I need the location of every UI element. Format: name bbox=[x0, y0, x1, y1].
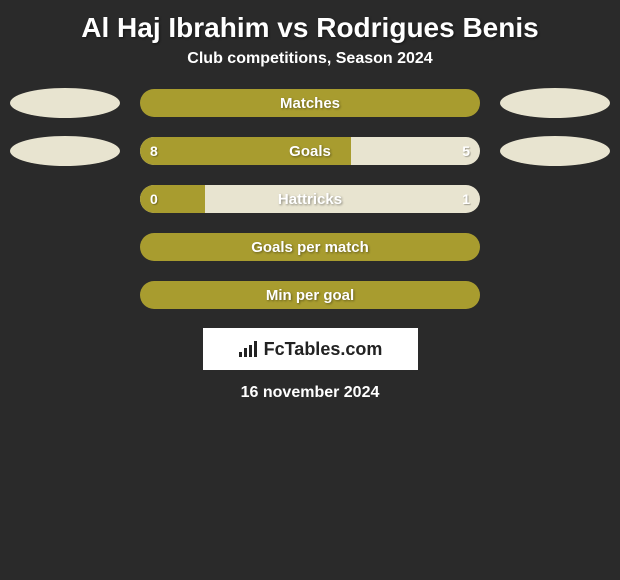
bar-label: Hattricks bbox=[140, 191, 480, 208]
comparison-row: Goals per match bbox=[0, 232, 620, 262]
bar-label: Matches bbox=[140, 95, 480, 112]
stat-bar: 01Hattricks bbox=[140, 185, 480, 213]
logo-label: FcTables.com bbox=[264, 339, 383, 360]
right-stat-ellipse bbox=[500, 136, 610, 166]
stat-bar: Min per goal bbox=[140, 281, 480, 309]
date-label: 16 november 2024 bbox=[0, 384, 620, 402]
stat-bar: 85Goals bbox=[140, 137, 480, 165]
logo-text: FcTables.com bbox=[238, 339, 383, 360]
page-subtitle: Club competitions, Season 2024 bbox=[0, 50, 620, 88]
bar-label: Goals per match bbox=[140, 239, 480, 256]
right-stat-ellipse bbox=[500, 88, 610, 118]
bar-label: Goals bbox=[140, 143, 480, 160]
left-stat-ellipse bbox=[10, 88, 120, 118]
stat-bar: Matches bbox=[140, 89, 480, 117]
comparison-bars: Matches 85Goals 01Hattricks Goals per match… bbox=[0, 88, 620, 310]
comparison-row: Matches bbox=[0, 88, 620, 118]
comparison-row: Min per goal bbox=[0, 280, 620, 310]
logo-box[interactable]: FcTables.com bbox=[203, 328, 418, 370]
bar-label: Min per goal bbox=[140, 287, 480, 304]
comparison-row: 85Goals bbox=[0, 136, 620, 166]
left-stat-ellipse bbox=[10, 136, 120, 166]
chart-icon bbox=[238, 340, 260, 358]
comparison-row: 01Hattricks bbox=[0, 184, 620, 214]
stat-bar: Goals per match bbox=[140, 233, 480, 261]
page-title: Al Haj Ibrahim vs Rodrigues Benis bbox=[0, 0, 620, 50]
